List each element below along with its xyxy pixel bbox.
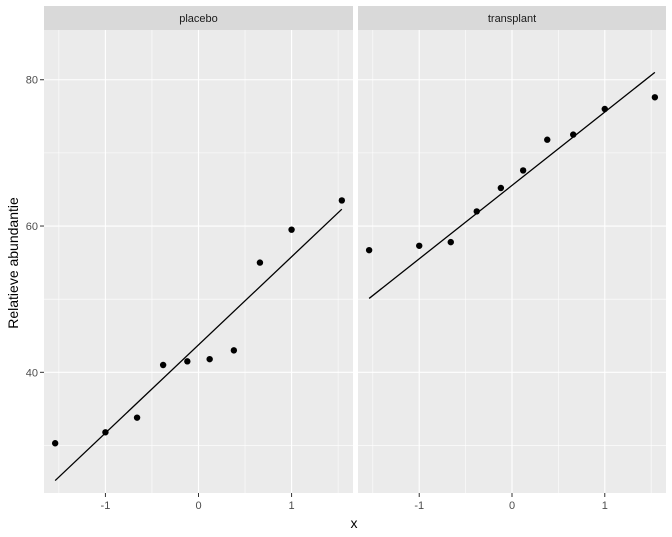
data-point <box>544 136 551 143</box>
y-axis-title: Relatieve abundantie <box>5 197 21 329</box>
data-point <box>230 347 238 354</box>
facet-strip-label: transplant <box>488 13 536 25</box>
data-point <box>102 429 109 436</box>
x-tick-label: 0 <box>195 500 201 512</box>
facet-strip-label: placebo <box>179 13 218 25</box>
data-point <box>256 259 264 266</box>
data-point <box>473 208 480 215</box>
data-point <box>159 361 167 369</box>
y-tick-label: 60 <box>26 221 38 233</box>
x-tick-label: 0 <box>509 500 515 512</box>
facet-strip <box>358 6 666 30</box>
data-point <box>651 94 659 101</box>
x-tick-label: -1 <box>101 500 111 512</box>
data-point <box>338 197 346 204</box>
data-point <box>51 440 59 447</box>
y-tick-label: 40 <box>26 367 38 379</box>
x-axis-title: x <box>351 515 358 531</box>
regression-line <box>54 208 343 482</box>
data-point <box>570 131 577 138</box>
data-point <box>206 355 213 363</box>
data-point <box>133 414 141 421</box>
data-point <box>519 167 527 174</box>
data-point <box>416 242 423 249</box>
y-tick-label: 80 <box>26 75 38 87</box>
data-point <box>447 238 454 246</box>
x-tick-label: 1 <box>289 500 295 512</box>
data-point <box>601 105 608 113</box>
x-tick-label: 1 <box>602 500 608 512</box>
data-point <box>184 358 191 365</box>
facet-panel-placebo: placebo <box>44 6 353 493</box>
data-point <box>497 184 505 192</box>
facet-strip <box>44 6 353 30</box>
data-point <box>365 246 373 254</box>
x-tick-label: -1 <box>414 500 424 512</box>
facet-panel-transplant: transplant <box>358 6 666 493</box>
data-point <box>288 226 295 233</box>
